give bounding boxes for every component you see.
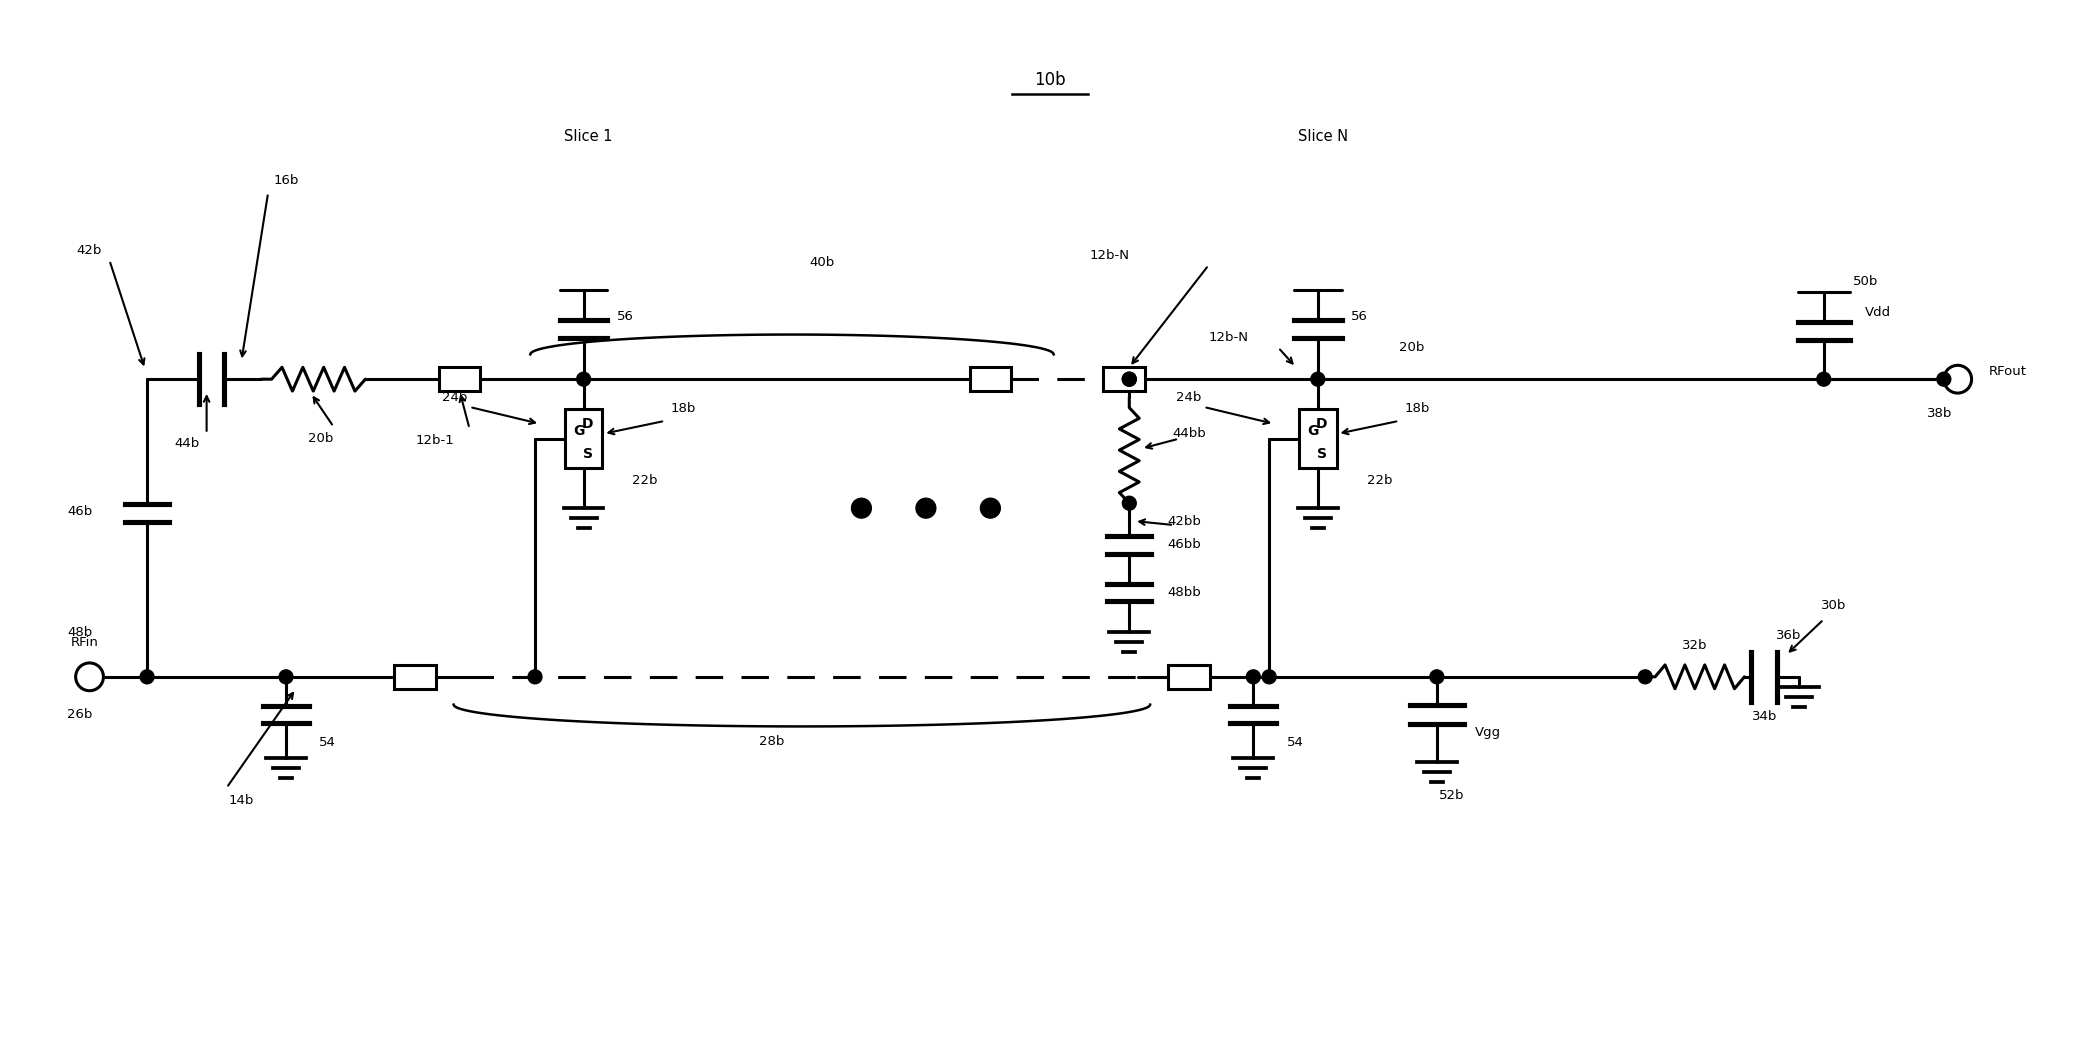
Text: 28b: 28b <box>759 735 784 748</box>
Bar <box>1169 664 1211 689</box>
Text: 52b: 52b <box>1439 789 1464 802</box>
Circle shape <box>1246 670 1260 683</box>
Text: 22b: 22b <box>1367 474 1392 487</box>
Bar <box>1104 367 1146 391</box>
Text: 56: 56 <box>1352 310 1369 323</box>
Bar <box>566 409 603 469</box>
Text: 42bb: 42bb <box>1167 514 1200 528</box>
Text: RFin: RFin <box>71 636 98 649</box>
Bar <box>393 664 437 689</box>
Text: D: D <box>582 417 593 431</box>
Bar <box>1298 409 1337 469</box>
Text: 36b: 36b <box>1776 628 1801 641</box>
Text: 54: 54 <box>318 735 337 749</box>
Circle shape <box>1310 372 1325 386</box>
Text: G: G <box>1306 424 1319 438</box>
Text: 22b: 22b <box>632 474 657 487</box>
Circle shape <box>576 372 591 386</box>
Text: 34b: 34b <box>1751 710 1776 723</box>
Text: 30b: 30b <box>1820 599 1847 612</box>
Circle shape <box>1936 372 1951 386</box>
Circle shape <box>1429 670 1444 683</box>
Text: 18b: 18b <box>670 402 695 416</box>
Text: Vgg: Vgg <box>1475 726 1502 738</box>
Text: 32b: 32b <box>1683 639 1708 652</box>
Text: G: G <box>572 424 584 438</box>
Text: 16b: 16b <box>272 175 300 187</box>
Text: 50b: 50b <box>1853 275 1878 289</box>
Text: 20b: 20b <box>1400 341 1425 354</box>
Text: S: S <box>1317 446 1327 460</box>
Text: 44bb: 44bb <box>1171 427 1206 440</box>
Text: 10b: 10b <box>1034 71 1065 89</box>
Text: 56: 56 <box>618 310 634 323</box>
Text: S: S <box>582 446 593 460</box>
Bar <box>439 367 480 391</box>
Circle shape <box>1123 372 1136 386</box>
Text: 24b: 24b <box>1175 390 1202 403</box>
Text: 44b: 44b <box>175 437 200 450</box>
Text: 12b-N: 12b-N <box>1208 331 1248 344</box>
Text: 48b: 48b <box>67 625 92 639</box>
Text: 48bb: 48bb <box>1167 586 1200 599</box>
Text: 40b: 40b <box>809 256 834 269</box>
Circle shape <box>1263 670 1277 683</box>
Bar <box>969 367 1011 391</box>
Circle shape <box>851 498 872 518</box>
Text: 24b: 24b <box>441 390 468 403</box>
Circle shape <box>1816 372 1830 386</box>
Circle shape <box>980 498 1000 518</box>
Circle shape <box>528 670 543 683</box>
Text: 46b: 46b <box>67 505 92 517</box>
Circle shape <box>279 670 293 683</box>
Text: RFout: RFout <box>1988 365 2026 378</box>
Circle shape <box>1123 496 1136 510</box>
Text: Slice 1: Slice 1 <box>564 129 614 144</box>
Text: 38b: 38b <box>1928 407 1953 420</box>
Text: D: D <box>1317 417 1327 431</box>
Text: 18b: 18b <box>1404 402 1429 416</box>
Text: 26b: 26b <box>67 708 92 722</box>
Text: 46bb: 46bb <box>1167 539 1200 551</box>
Text: 14b: 14b <box>229 795 254 807</box>
Text: 12b-1: 12b-1 <box>416 434 453 448</box>
Circle shape <box>139 670 154 683</box>
Text: 20b: 20b <box>308 433 333 445</box>
Circle shape <box>1123 372 1136 386</box>
Circle shape <box>915 498 936 518</box>
Circle shape <box>1639 670 1652 683</box>
Text: 12b-N: 12b-N <box>1090 249 1129 261</box>
Text: Slice N: Slice N <box>1298 129 1348 144</box>
Text: Vdd: Vdd <box>1866 306 1891 320</box>
Text: 54: 54 <box>1288 735 1304 749</box>
Text: 42b: 42b <box>77 243 102 257</box>
